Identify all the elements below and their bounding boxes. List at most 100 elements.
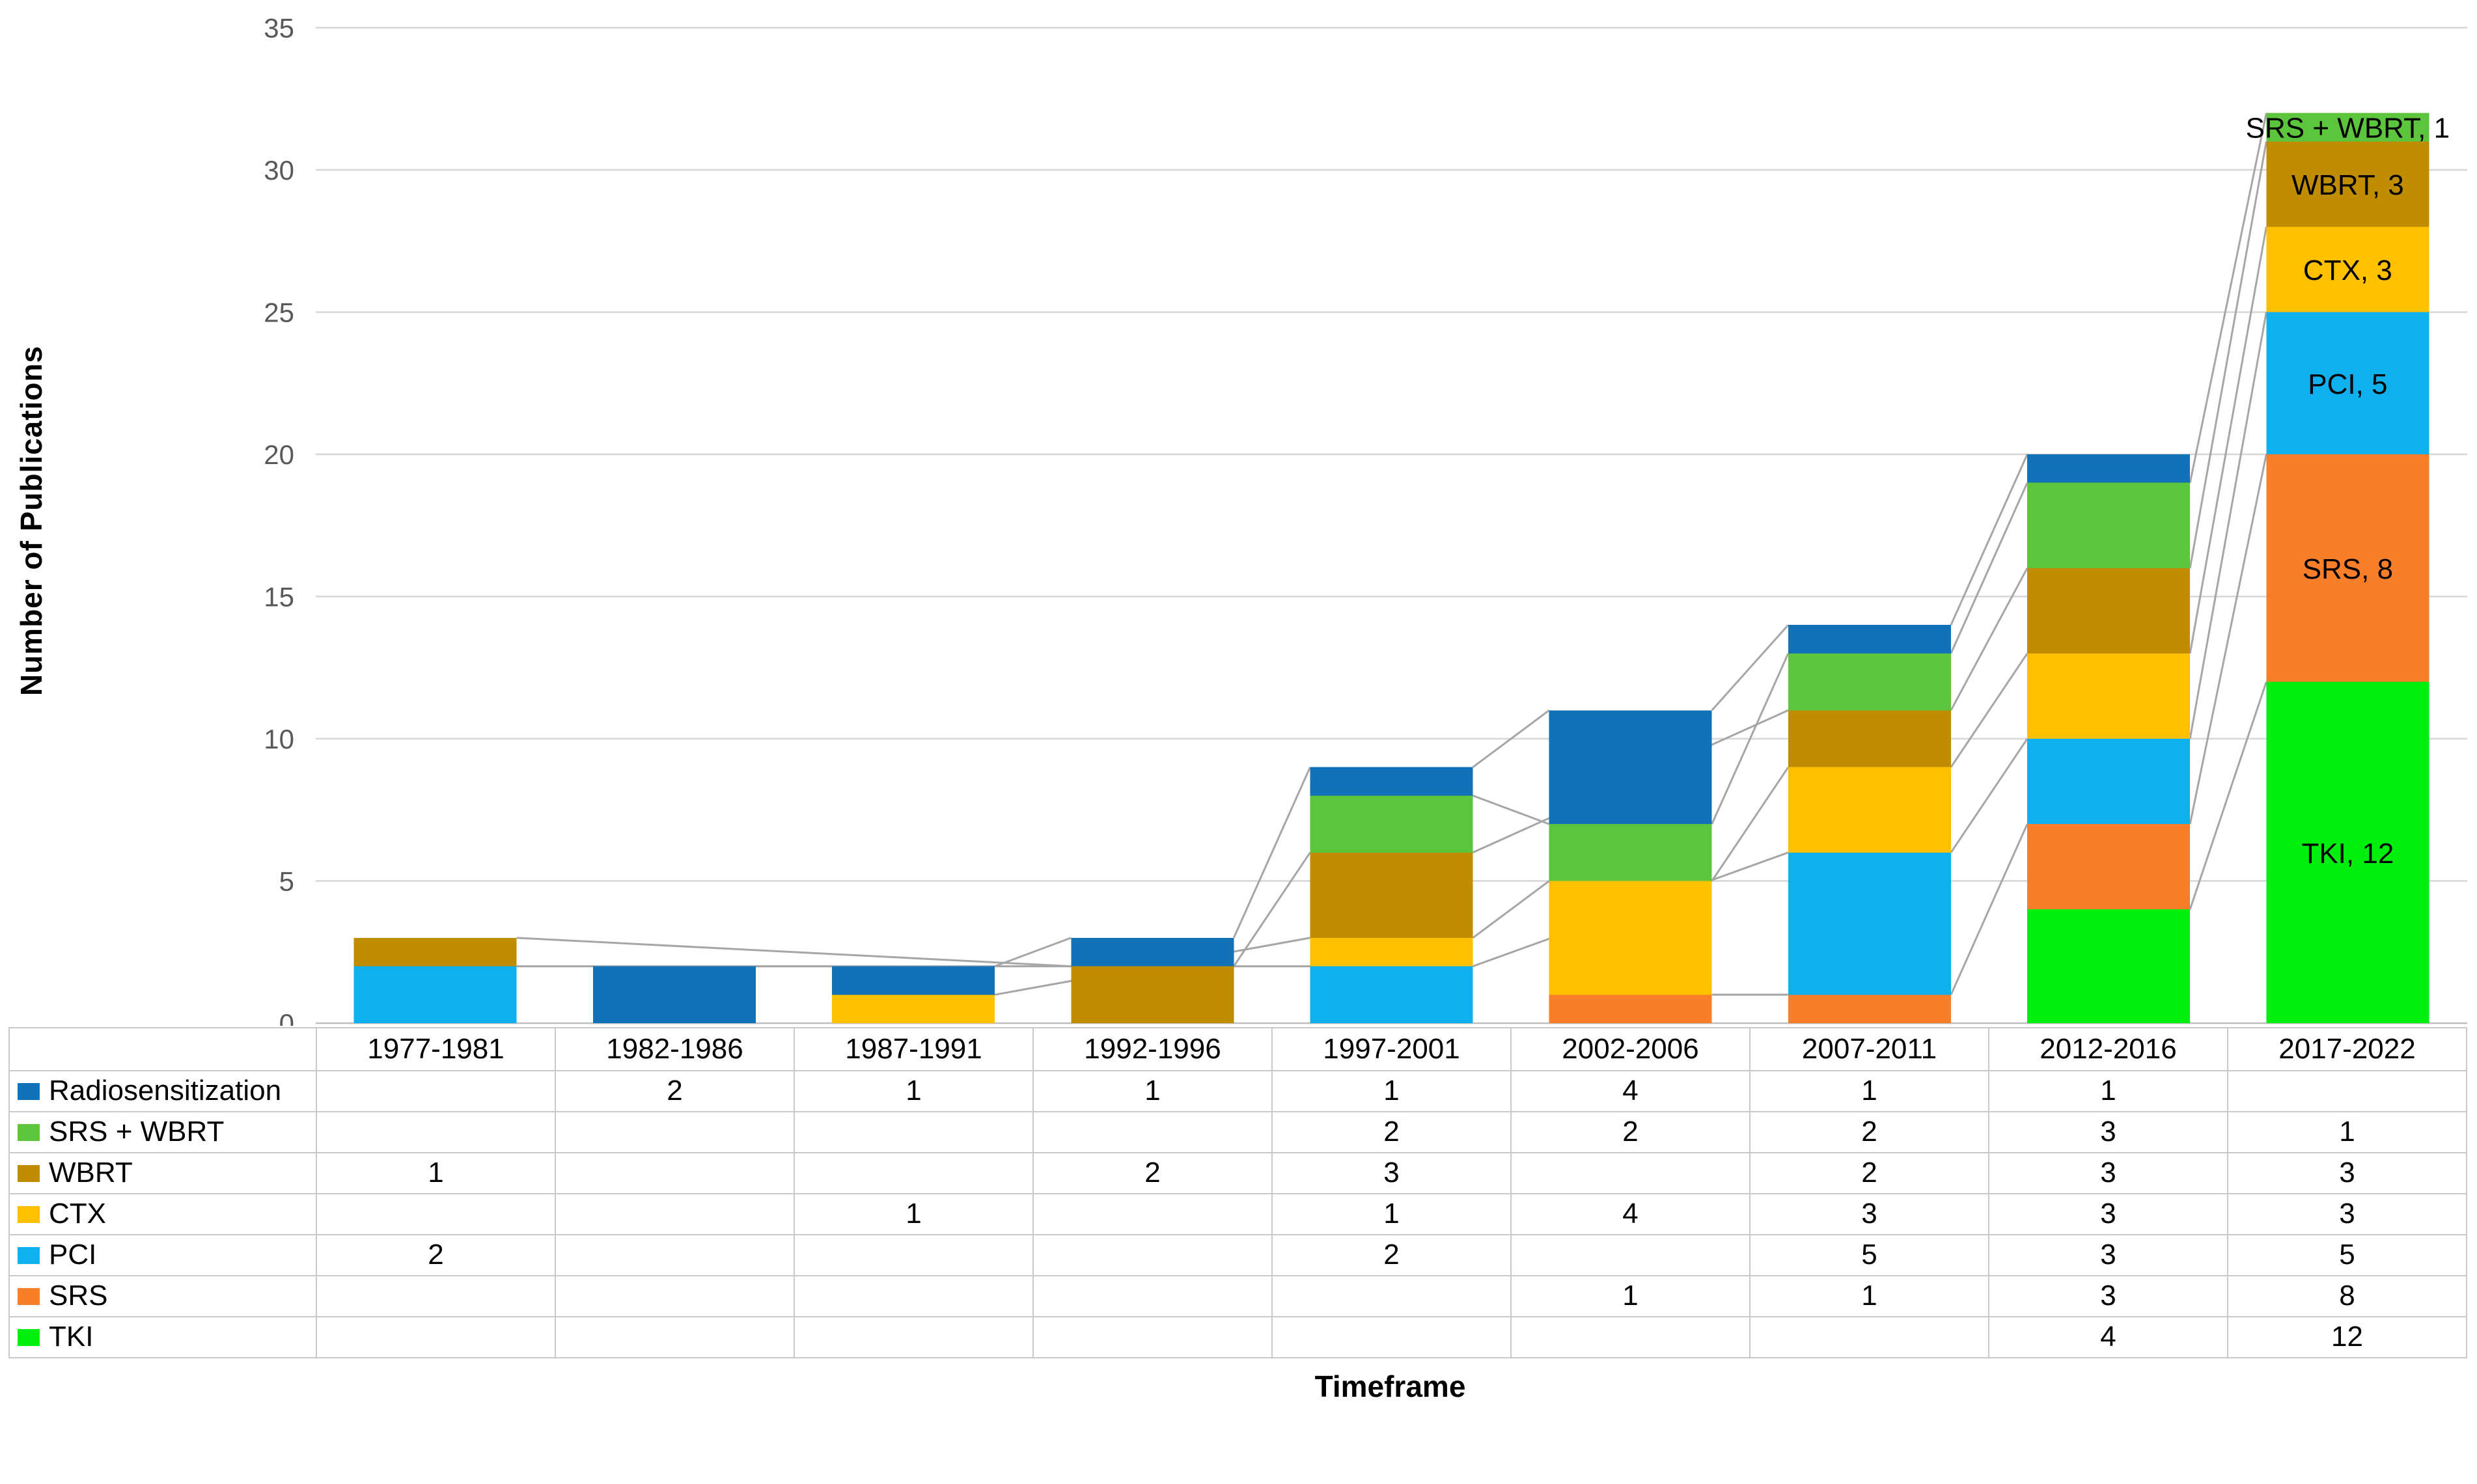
legend-key-icon — [18, 1205, 40, 1223]
table-value-cell: 3 — [2227, 1152, 2467, 1194]
bar-segment-wbrt — [2027, 568, 2191, 653]
table-value-cell: 1 — [1988, 1070, 2228, 1112]
bar-segment-srs+wbrt — [2266, 113, 2429, 142]
table-value-cell — [316, 1070, 556, 1112]
table-value-cell — [316, 1111, 556, 1153]
x-category-label: 2002-2006 — [1510, 1027, 1751, 1071]
legend-key-icon — [18, 1287, 40, 1305]
y-tick-label: 20 — [264, 439, 294, 470]
stacked-bar-chart: 0 5 10 15 20 25 30 35 SRS + WBRT, 1 WBRT, 3 CTX, 3… — [264, 13, 2467, 1026]
table-value-cell — [555, 1316, 795, 1358]
bar-segment-srs+wbrt — [1788, 653, 1951, 711]
bar-segment-srs — [1549, 995, 1712, 1023]
table-value-cell: 3 — [1988, 1111, 2228, 1153]
bar-segment-pci — [1310, 966, 1473, 1023]
series-line — [2189, 141, 2267, 569]
table-value-cell: 4 — [1988, 1316, 2228, 1358]
y-tick-label: 0 — [279, 1008, 294, 1026]
series-line — [2189, 681, 2267, 910]
bar-segment-srs+wbrt — [1310, 795, 1473, 853]
table-value-cell — [794, 1316, 1034, 1358]
bar-data-label: PCI, 5 — [2308, 368, 2387, 400]
table-value-cell: 1 — [1271, 1193, 1512, 1235]
bar-segment-ctx — [2027, 653, 2191, 739]
series-line — [2189, 454, 2267, 825]
table-value-cell — [2227, 1070, 2467, 1112]
table-value-cell — [1271, 1316, 1512, 1358]
table-value-cell — [555, 1234, 795, 1276]
bar-segment-tki — [2266, 681, 2429, 1023]
bar-segment-radiosensitization — [1071, 937, 1234, 967]
series-line — [1950, 568, 2028, 711]
bar-segment-pci — [1788, 852, 1951, 995]
chart-data-table: 1977-1981 1982-1986 1987-1991 1992-1996 1997… — [8, 1027, 2467, 1358]
series-line — [2189, 312, 2267, 739]
legend-cell: Radiosensitization — [8, 1070, 317, 1112]
legend-label: SRS — [49, 1280, 108, 1312]
series-line — [1950, 653, 2028, 768]
table-value-cell: 3 — [1988, 1234, 2228, 1276]
table-value-cell: 1 — [1749, 1275, 1989, 1317]
table-row-wbrt: WBRT 1 2 3 2 3 3 — [8, 1152, 2467, 1194]
table-value-cell: 4 — [1510, 1193, 1751, 1235]
table-value-cell: 3 — [1988, 1193, 2228, 1235]
y-tick-label: 10 — [264, 724, 294, 754]
x-axis-title: Timeframe — [1314, 1369, 1466, 1403]
legend-cell: SRS + WBRT — [8, 1111, 317, 1153]
legend-key-icon — [18, 1082, 40, 1100]
table-value-cell: 3 — [1988, 1152, 2228, 1194]
bar-segment-srs+wbrt — [1549, 824, 1712, 881]
table-value-cell: 1 — [1032, 1070, 1273, 1112]
table-value-cell — [1749, 1316, 1989, 1358]
bar-segment-wbrt — [1788, 710, 1951, 767]
series-line — [1233, 851, 1311, 967]
table-corner-cell — [8, 1027, 317, 1071]
table-value-cell: 1 — [2227, 1111, 2467, 1153]
table-value-cell — [794, 1275, 1034, 1317]
legend-label: TKI — [49, 1321, 94, 1353]
series-line — [1472, 709, 1550, 768]
table-value-cell: 1 — [794, 1070, 1034, 1112]
legend-cell: WBRT — [8, 1152, 317, 1194]
bar-segment-srs — [1788, 995, 1951, 1023]
series-line — [1711, 766, 1790, 882]
table-value-cell: 2 — [1749, 1111, 1989, 1153]
bar-segment-radiosensitization — [2027, 454, 2191, 483]
table-value-cell — [316, 1316, 556, 1358]
table-header-row: 1977-1981 1982-1986 1987-1991 1992-1996 1997… — [8, 1027, 2467, 1071]
table-value-cell: 2 — [1271, 1111, 1512, 1153]
series-line — [1232, 767, 1311, 939]
legend-label: PCI — [49, 1239, 97, 1271]
legend-cell: SRS — [8, 1275, 317, 1317]
table-value-cell: 12 — [2227, 1316, 2467, 1358]
legend-label: SRS + WBRT — [49, 1116, 225, 1148]
bar-segment-ctx — [1310, 937, 1473, 967]
legend-cell: CTX — [8, 1193, 317, 1235]
table-row-ctx: CTX 1 1 4 3 3 3 — [8, 1193, 2467, 1235]
bar-data-label: TKI, 12 — [2301, 838, 2394, 870]
table-value-cell: 3 — [1271, 1152, 1512, 1194]
series-line — [1472, 794, 1550, 825]
table-value-cell — [1032, 1111, 1273, 1153]
table-value-cell — [555, 1193, 795, 1235]
bar-segment-wbrt — [1071, 966, 1234, 1023]
bar-data-label: WBRT, 3 — [2291, 169, 2404, 201]
table-value-cell — [316, 1275, 556, 1317]
bar-segment-ctx — [1549, 881, 1712, 995]
y-tick-label: 25 — [264, 297, 294, 328]
table-value-cell: 3 — [1749, 1193, 1989, 1235]
table-value-cell — [555, 1111, 795, 1153]
series-line — [1472, 880, 1550, 939]
table-value-cell: 5 — [1749, 1234, 1989, 1276]
series-line — [1711, 624, 1790, 711]
table-value-cell — [794, 1234, 1034, 1276]
legend-cell: TKI — [8, 1316, 317, 1358]
y-tick-label: 30 — [264, 155, 294, 186]
series-line — [1711, 653, 1790, 825]
table-value-cell: 1 — [1749, 1070, 1989, 1112]
x-category-label: 2017-2022 — [2227, 1027, 2467, 1071]
table-value-cell — [316, 1193, 556, 1235]
table-value-cell — [1271, 1275, 1512, 1317]
bar-segment-radiosensitization — [592, 966, 756, 1023]
table-value-cell — [794, 1152, 1034, 1194]
